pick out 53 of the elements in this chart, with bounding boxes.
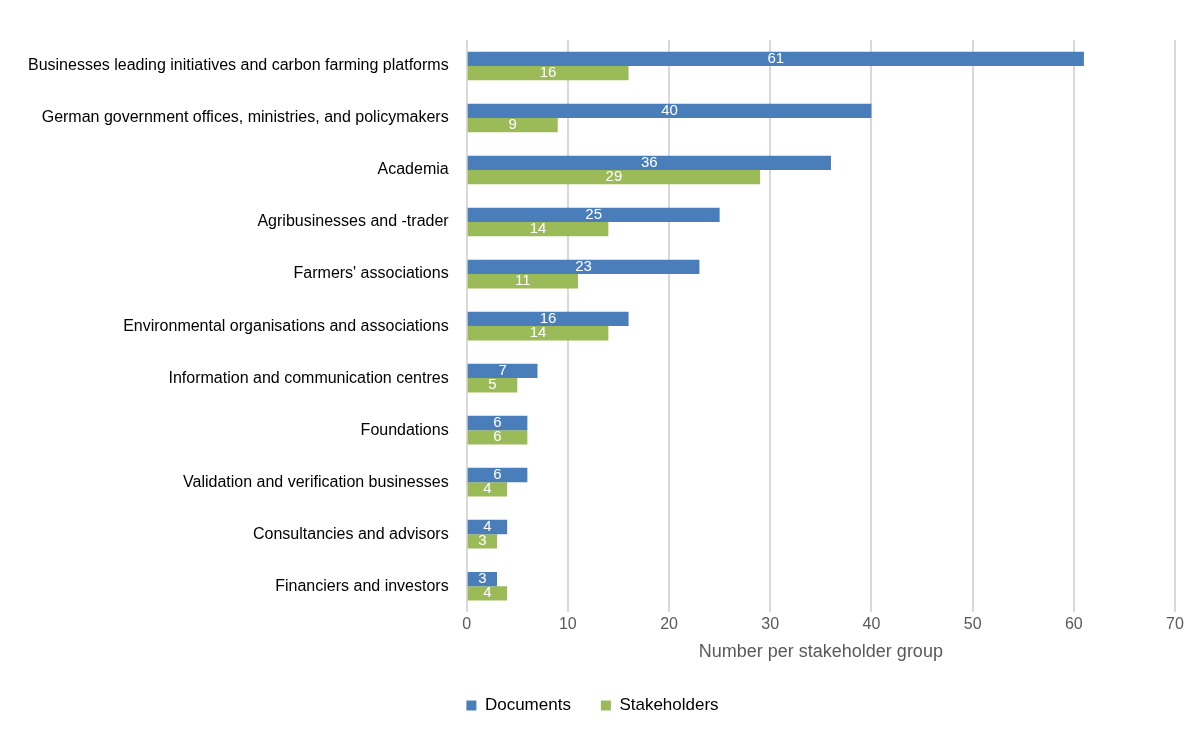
legend-label: Documents <box>484 695 571 715</box>
bar <box>467 170 761 185</box>
y-tick-label: Foundations <box>360 420 449 438</box>
bar <box>467 415 528 431</box>
bar <box>467 378 518 393</box>
data-label: 6 <box>493 465 502 483</box>
y-tick-label: Financiers and investors <box>275 576 449 594</box>
data-label: 7 <box>498 361 507 379</box>
x-axis-title: Number per stakeholder group <box>698 641 943 662</box>
legend-label: Stakeholders <box>619 695 719 715</box>
data-label: 40 <box>661 101 678 119</box>
data-label: 16 <box>539 63 557 81</box>
data-label: 29 <box>605 167 623 185</box>
bar <box>467 103 872 119</box>
x-tick-label: 50 <box>963 615 982 633</box>
bar <box>467 66 629 81</box>
data-label: 14 <box>529 219 547 237</box>
x-tick-label: 0 <box>462 615 472 633</box>
bar <box>467 363 538 379</box>
y-tick-label: Businesses leading initiatives and carbon farming platforms <box>27 56 449 74</box>
data-label: 11 <box>515 271 531 289</box>
data-label: 23 <box>575 257 592 275</box>
data-label: 36 <box>640 153 658 171</box>
data-label: 61 <box>767 49 785 66</box>
bar <box>467 259 700 275</box>
data-label: 25 <box>585 205 602 223</box>
bar <box>467 430 528 445</box>
x-tick-label: 20 <box>660 615 679 633</box>
data-label: 9 <box>508 115 517 133</box>
x-tick-label: 60 <box>1064 615 1083 633</box>
y-tick-label: Agribusinesses and -trader <box>257 212 450 230</box>
x-tick-label: 40 <box>862 615 881 633</box>
y-tick-label: Environmental organisations and associations <box>123 316 449 334</box>
data-label: 5 <box>488 375 497 393</box>
bar <box>467 274 578 289</box>
y-tick-label: Validation and verification businesses <box>183 472 449 490</box>
bar <box>467 222 609 237</box>
y-tick-label: Consultancies and advisors <box>252 524 449 542</box>
y-tick-label: Academia <box>377 160 449 178</box>
bar <box>467 467 528 483</box>
x-tick-label: 70 <box>1166 615 1184 633</box>
x-tick-label: 30 <box>761 615 780 633</box>
x-tick-label: 10 <box>558 615 577 633</box>
bar <box>467 155 831 171</box>
bar <box>467 207 720 223</box>
y-tick-label: German government offices, ministries, and policymakers <box>41 108 449 126</box>
bar <box>467 51 1084 67</box>
bar <box>467 118 558 133</box>
y-tick-label: Farmers' associations <box>293 264 449 282</box>
bar <box>467 326 609 341</box>
bar <box>467 311 629 327</box>
y-tick-label: Information and communication centres <box>168 368 449 386</box>
data-label: 4 <box>483 479 492 497</box>
